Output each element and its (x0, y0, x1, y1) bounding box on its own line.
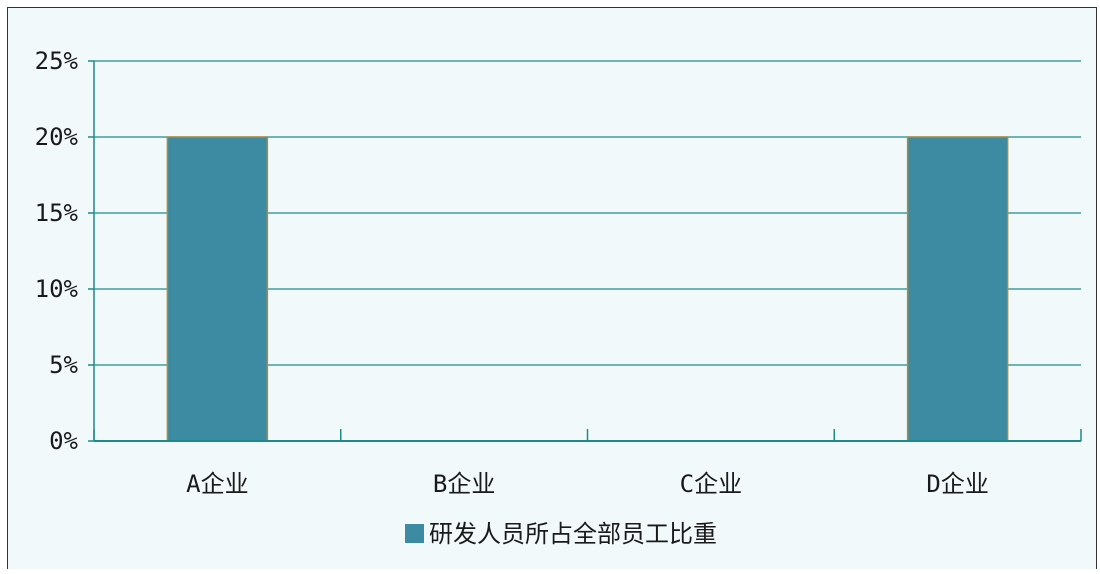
x-tick-label: A企业 (186, 470, 248, 498)
x-tick-label: C企业 (680, 470, 742, 498)
x-tick-label: B企业 (433, 470, 495, 498)
legend-swatch (405, 524, 424, 543)
bar (906, 136, 1009, 442)
y-tick-label: 20% (35, 123, 79, 151)
bars (166, 136, 1009, 442)
y-tick-label: 15% (35, 199, 79, 227)
chart-area: 0% 5% 10% 15% 20% 25% A企业 B企业 C企业 D企业 研发人员所占全部员工… (7, 7, 1097, 569)
legend-label: 研发人员所占全部员工比重 (429, 520, 717, 548)
y-tick-label: 0% (49, 427, 78, 455)
bar (166, 136, 269, 442)
y-tick-label: 5% (49, 351, 78, 379)
y-tick-label: 25% (35, 47, 79, 75)
y-tick-labels: 0% 5% 10% 15% 20% 25% (35, 47, 79, 455)
x-tick-labels: A企业 B企业 C企业 D企业 (186, 470, 989, 498)
x-tick-label: D企业 (926, 470, 988, 498)
axes (88, 60, 1082, 442)
bar-chart: 0% 5% 10% 15% 20% 25% A企业 B企业 C企业 D企业 研发人员所占全部员工… (35, 47, 1082, 548)
y-tick-label: 10% (35, 275, 79, 303)
legend: 研发人员所占全部员工比重 (405, 520, 717, 548)
